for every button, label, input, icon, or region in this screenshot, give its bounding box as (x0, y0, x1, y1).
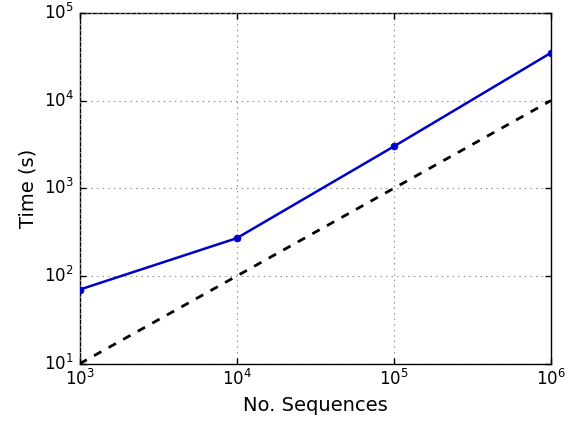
Y-axis label: Time (s): Time (s) (18, 149, 37, 228)
X-axis label: No. Sequences: No. Sequences (243, 396, 387, 416)
